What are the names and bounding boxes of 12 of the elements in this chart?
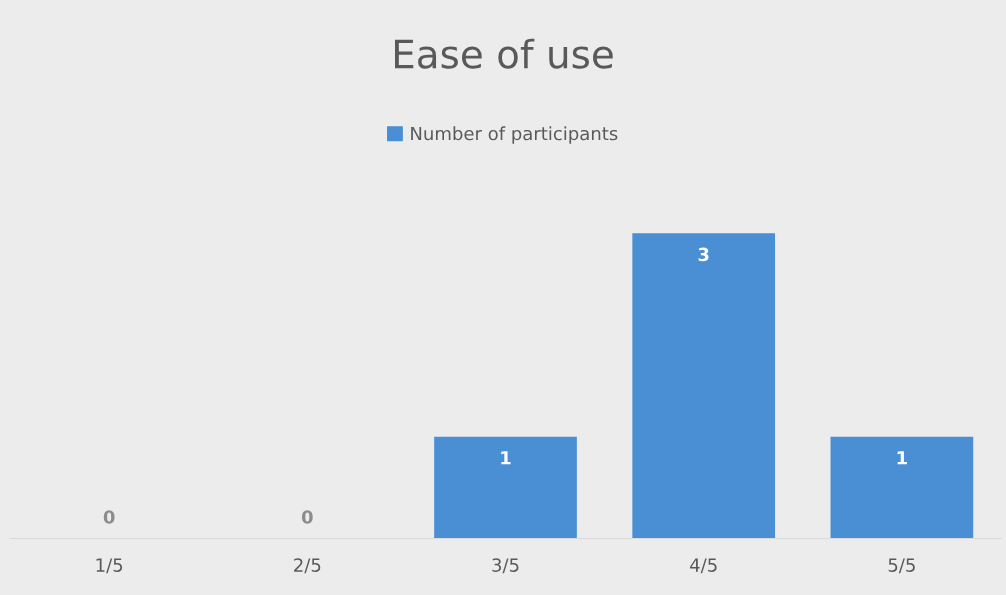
data-label: 0 xyxy=(103,510,115,524)
legend-label: Number of participants xyxy=(411,126,618,144)
data-label: 3 xyxy=(698,247,709,262)
data-label: 1 xyxy=(501,451,511,465)
data-label: 0 xyxy=(301,510,313,524)
x-tick-label: 5/5 xyxy=(888,558,915,574)
chart-title: Ease of use xyxy=(395,38,613,69)
x-tick-label: 4/5 xyxy=(690,558,717,574)
x-tick-label: 1/5 xyxy=(96,558,123,574)
x-tick-label: 3/5 xyxy=(492,558,519,574)
x-tick-label: 2/5 xyxy=(294,558,321,574)
data-label: 1 xyxy=(897,451,907,465)
